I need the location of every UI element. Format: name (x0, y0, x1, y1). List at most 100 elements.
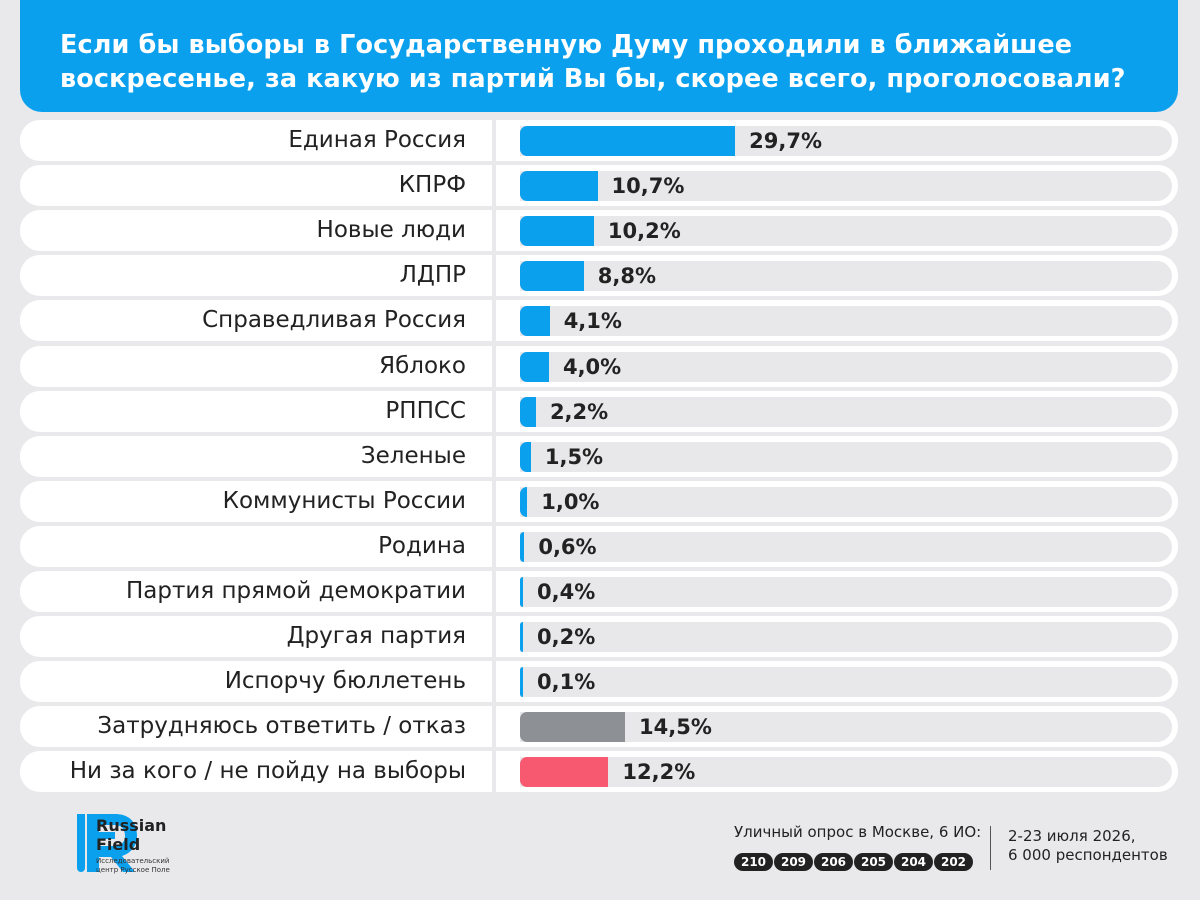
row-label-cell: Яблоко (20, 345, 492, 387)
brand-name: Russian Field (96, 816, 166, 854)
bar-track (520, 441, 1172, 472)
category-label: Родина (378, 532, 466, 559)
category-label: Единая Россия (288, 127, 466, 153)
category-label: РППСС (385, 397, 466, 424)
row-bar-cell: 0,6% (496, 525, 1178, 567)
district-chip: 202 (934, 853, 973, 871)
survey-method: Уличный опрос в Москве, 6 ИО: (734, 823, 982, 841)
category-label: Затрудняюсь ответить / отказ (97, 713, 466, 740)
row-bar-cell: 0,2% (496, 616, 1178, 658)
row-bar-cell: 4,1% (496, 300, 1178, 342)
value-label: 1,5% (544, 444, 604, 469)
survey-dates: 2-23 июля 2026, 6 000 респондентов (1008, 827, 1168, 865)
value-label: 0,6% (538, 534, 597, 559)
row-bar-cell: 29,7% (496, 120, 1178, 161)
bar (520, 216, 594, 247)
bar-track (520, 757, 1172, 788)
survey-respondents: 6 000 респондентов (1008, 846, 1168, 864)
bar (520, 126, 736, 156)
chart-row: Зеленые 1,5% (20, 435, 1178, 477)
category-label: Новые люди (316, 217, 466, 244)
bar-track (520, 622, 1172, 653)
brand-subtitle: Исследовательский центр Русское Поле (96, 857, 170, 874)
category-label: КПРФ (398, 172, 466, 199)
value-label: 2,2% (549, 399, 609, 424)
category-label: Справедливая Россия (202, 307, 466, 334)
row-label-cell: Единая Россия (20, 120, 492, 161)
rf-logo-icon (77, 814, 137, 872)
chart-row: Ни за кого / не пойду на выборы 12,2% (20, 751, 1178, 793)
district-chip: 209 (774, 853, 813, 871)
bar-track (520, 351, 1172, 382)
chart-row: КПРФ 10,7% (20, 165, 1178, 207)
bar-track (520, 667, 1172, 698)
bar (520, 667, 523, 698)
row-bar-cell: 0,4% (496, 571, 1178, 612)
bar-track (520, 306, 1172, 337)
bar-track (520, 486, 1172, 517)
category-label: Яблоко (379, 352, 466, 379)
bar (520, 441, 531, 472)
row-bar-cell: 1,5% (496, 435, 1178, 477)
row-label-cell: Коммунисты России (20, 480, 492, 522)
row-label-cell: КПРФ (20, 165, 492, 207)
row-label-cell: РППСС (20, 390, 492, 432)
chart-row: Коммунисты России 1,0% (20, 480, 1178, 522)
bar (520, 577, 523, 607)
chart-row: Испорчу бюллетень 0,1% (20, 661, 1178, 703)
value-label: 0,4% (537, 580, 596, 604)
value-label: 10,7% (611, 174, 685, 199)
district-chip: 204 (894, 853, 933, 871)
bar-track (520, 396, 1172, 427)
row-label-cell: Родина (20, 525, 492, 567)
row-label-cell: Партия прямой демократии (20, 571, 492, 612)
bar (520, 396, 536, 427)
brand-name-line2: Field (96, 835, 141, 854)
category-label: Коммунисты России (222, 487, 466, 514)
row-label-cell: Другая партия (20, 616, 492, 658)
district-chip: 210 (734, 853, 773, 871)
category-label: Зеленые (360, 442, 466, 469)
brand-name-line1: Russian (96, 816, 167, 835)
chart-row: Другая партия 0,2% (20, 616, 1178, 658)
bar-track (520, 577, 1172, 607)
chart-title-line2: воскресенье, за какую из партий Вы бы, с… (60, 64, 1126, 94)
row-bar-cell: 10,7% (496, 165, 1178, 207)
value-label: 4,1% (563, 309, 622, 334)
district-chip: 205 (854, 853, 893, 871)
survey-dates-range: 2-23 июля 2026, (1008, 827, 1136, 845)
bar (520, 171, 598, 202)
value-label: 0,1% (537, 670, 596, 695)
bar (520, 712, 626, 743)
row-label-cell: Ни за кого / не пойду на выборы (20, 751, 492, 793)
value-label: 12,2% (622, 760, 696, 785)
row-bar-cell: 12,2% (496, 751, 1178, 793)
value-label: 29,7% (749, 129, 823, 153)
category-label: Другая партия (286, 623, 466, 650)
row-bar-cell: 2,2% (496, 390, 1178, 432)
row-bar-cell: 1,0% (496, 480, 1178, 522)
value-label: 14,5% (639, 715, 712, 740)
footer-divider (990, 826, 991, 870)
bar (520, 531, 525, 562)
category-label: Испорчу бюллетень (224, 668, 466, 695)
row-label-cell: ЛДПР (20, 255, 492, 297)
row-bar-cell: 10,2% (496, 210, 1178, 252)
row-label-cell: Испорчу бюллетень (20, 661, 492, 703)
row-bar-cell: 14,5% (496, 706, 1178, 748)
bar-track (520, 216, 1172, 247)
chart-row: Новые люди 10,2% (20, 210, 1178, 252)
chart-row: Единая Россия 29,7% (20, 120, 1178, 161)
chart-row: Яблоко 4,0% (20, 345, 1178, 387)
chart-row: РППСС 2,2% (20, 390, 1178, 432)
chart-row: Затрудняюсь ответить / отказ 14,5% (20, 706, 1178, 748)
chart-row: Родина 0,6% (20, 525, 1178, 567)
chart-title: Если бы выборы в Государственную Думу пр… (60, 28, 1138, 96)
bar (520, 486, 528, 517)
chart-row: ЛДПР 8,8% (20, 255, 1178, 297)
row-bar-cell: 4,0% (496, 345, 1178, 387)
bar-track (520, 712, 1172, 743)
category-label: ЛДПР (399, 262, 466, 289)
value-label: 1,0% (541, 489, 600, 514)
category-label: Ни за кого / не пойду на выборы (69, 758, 466, 785)
